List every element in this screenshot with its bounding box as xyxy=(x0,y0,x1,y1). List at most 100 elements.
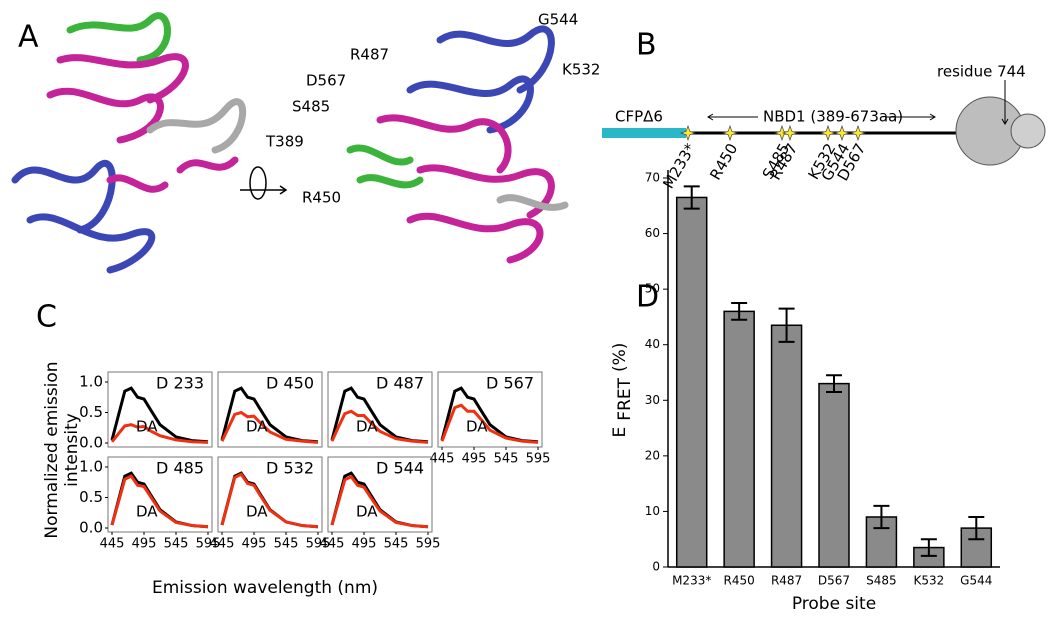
series-label: D xyxy=(266,374,278,393)
series-label: D xyxy=(156,459,168,478)
x-tick-label: R487 xyxy=(771,574,802,588)
series-label: D xyxy=(486,374,498,393)
panel-title: 233 xyxy=(173,374,204,393)
x-tick-label: K532 xyxy=(913,574,944,588)
spectrum-line xyxy=(330,474,429,529)
site-star xyxy=(819,124,837,142)
plot-frame xyxy=(107,456,213,533)
spectrum-line xyxy=(220,410,319,444)
panel-label: D xyxy=(636,280,659,315)
spectrum-line xyxy=(220,471,319,529)
spectrum-line xyxy=(440,403,539,444)
x-tick-label: 545 xyxy=(384,537,409,552)
plot-frame xyxy=(327,456,433,533)
y-axis-label-part: FRET xyxy=(615,377,635,420)
site-star xyxy=(849,124,867,142)
domain-sphere xyxy=(1010,113,1046,149)
spectrum-line xyxy=(220,386,319,444)
x-axis-label: Probe site xyxy=(792,594,876,614)
x-tick-label: 445 xyxy=(100,537,125,552)
x-tick-label: D567 xyxy=(818,574,850,588)
x-axis-label: Emission wavelength (nm) xyxy=(152,578,378,598)
series-label: D xyxy=(266,459,278,478)
series-label: D xyxy=(376,374,388,393)
residue-label: T389 xyxy=(265,133,304,151)
panel-title: 450 xyxy=(283,374,314,393)
plot-frame xyxy=(327,371,433,448)
residue-label: R450 xyxy=(302,189,341,207)
x-tick-label: 595 xyxy=(526,452,551,467)
x-tick-label: 495 xyxy=(132,537,157,552)
series-label: DA xyxy=(466,418,488,436)
residue-label: R487 xyxy=(350,46,389,64)
panel-title: 567 xyxy=(503,374,534,393)
site-star xyxy=(679,124,697,142)
site-label: R450 xyxy=(706,140,741,183)
protein-left xyxy=(11,12,247,274)
x-tick-label: 545 xyxy=(274,537,299,552)
y-tick-label: 0.0 xyxy=(79,434,103,452)
y-tick-label: 50 xyxy=(645,282,660,296)
x-tick-label: 445 xyxy=(210,537,235,552)
x-tick-label: 495 xyxy=(242,537,267,552)
plot-frame xyxy=(437,371,543,448)
y-tick-label: 0.0 xyxy=(79,519,103,537)
y-tick-label: 0.5 xyxy=(79,488,103,506)
y-tick-label: 70 xyxy=(645,171,660,185)
spectrum-line xyxy=(220,472,319,529)
series-label: DA xyxy=(356,418,378,436)
series-label: DA xyxy=(356,503,378,521)
panel-title: 532 xyxy=(283,459,314,478)
residue-label: residue 744 xyxy=(937,63,1026,81)
error-bar xyxy=(968,515,985,541)
y-tick-label: 40 xyxy=(645,337,660,351)
domain-label: NBD1 (389-673aa) xyxy=(763,108,903,126)
panel-title: 485 xyxy=(173,459,204,478)
rotation-arrow xyxy=(240,166,288,200)
panel-label: B xyxy=(636,28,657,63)
y-tick-label: 30 xyxy=(645,393,660,407)
error-bar xyxy=(731,302,748,321)
y-tick-label: 1.0 xyxy=(79,373,103,391)
series-label: DA xyxy=(136,418,158,436)
spectrum-line xyxy=(110,386,209,444)
residue-label: G544 xyxy=(538,11,578,29)
x-tick-label: 445 xyxy=(320,537,345,552)
y-axis-label-part: E xyxy=(610,427,630,438)
x-tick-label: 595 xyxy=(416,537,441,552)
panel-title: 487 xyxy=(393,374,424,393)
x-tick-label: 495 xyxy=(462,452,487,467)
series-label: D xyxy=(156,374,168,393)
error-bar xyxy=(920,538,937,557)
residue-label: D567 xyxy=(306,72,346,90)
donor-bar xyxy=(602,128,686,138)
y-axis-label: E FRET (%) xyxy=(610,343,635,438)
spectrum-line xyxy=(110,471,209,529)
y-axis-label: intensity xyxy=(62,413,82,487)
panel-label: C xyxy=(36,300,57,335)
series-label: D xyxy=(376,459,388,478)
spectrum-line xyxy=(110,474,209,529)
residue-label: S485 xyxy=(292,98,330,116)
protein-right xyxy=(346,25,569,264)
plot-frame xyxy=(217,456,323,533)
y-tick-label: 10 xyxy=(645,504,660,518)
x-tick-label: 445 xyxy=(430,452,455,467)
y-axis-label: Normalized emission xyxy=(42,361,62,538)
donor-label: CFPΔ6 xyxy=(615,108,663,126)
spectrum-line xyxy=(440,386,539,444)
site-star xyxy=(721,124,739,142)
spectrum-line xyxy=(110,423,209,444)
series-label: DA xyxy=(136,503,158,521)
site-star xyxy=(781,124,799,142)
y-tick-label: 1.0 xyxy=(79,458,103,476)
series-label: DA xyxy=(246,418,268,436)
error-bar xyxy=(826,374,842,393)
x-tick-label: M233* xyxy=(672,574,711,588)
y-tick-label: 60 xyxy=(645,226,660,240)
x-tick-label: 545 xyxy=(164,537,189,552)
spectrum-line xyxy=(330,409,429,444)
